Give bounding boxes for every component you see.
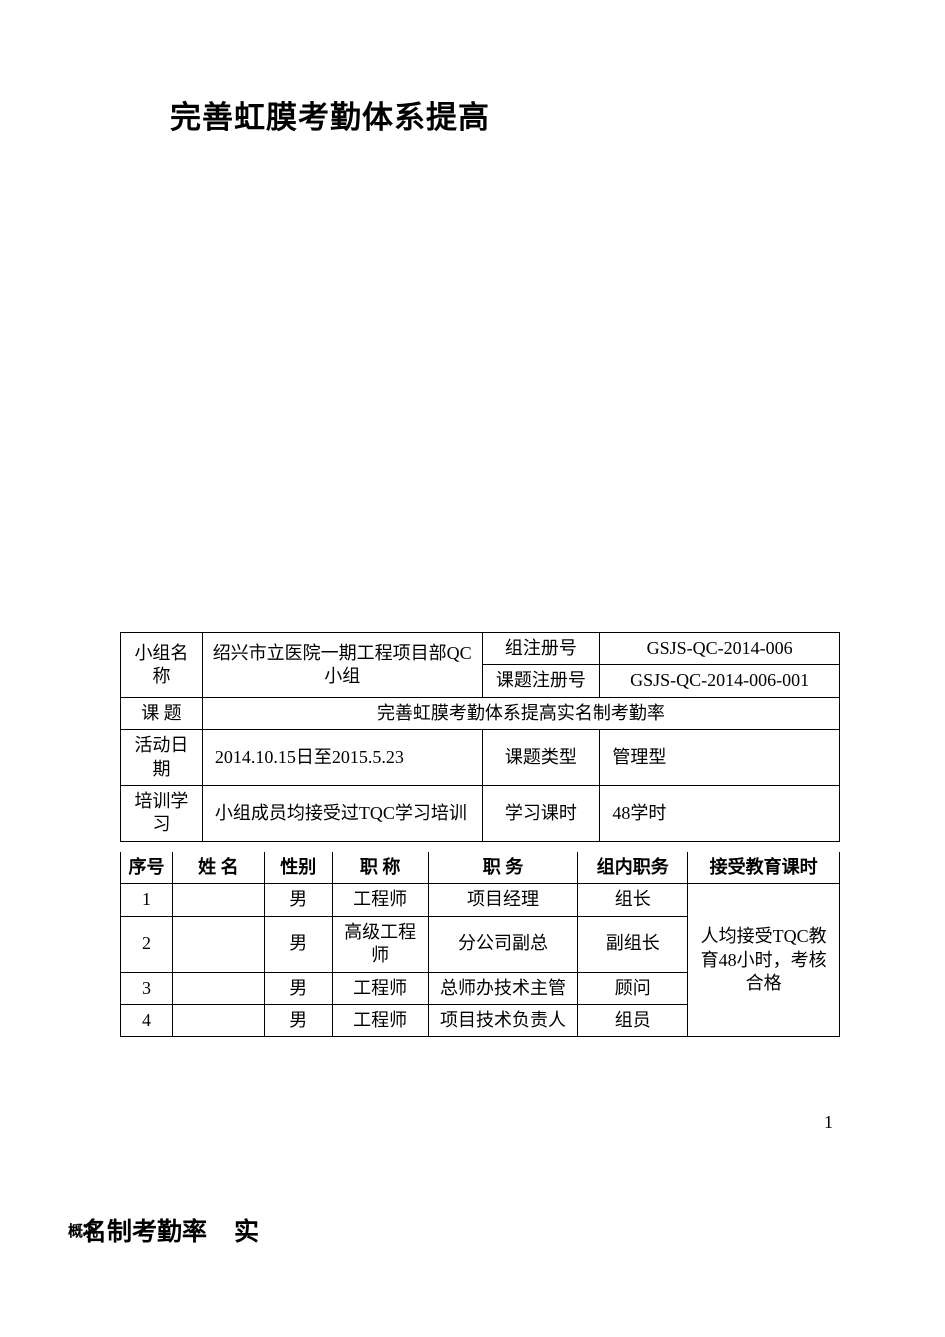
cell-name [172, 972, 264, 1004]
cell-role: 顾问 [578, 972, 688, 1004]
cell-title: 工程师 [332, 972, 428, 1004]
header-seq: 序号 [121, 852, 173, 884]
page-title: 完善虹膜考勤体系提高 [170, 92, 490, 137]
activity-date-value: 2014.10.15日至2015.5.23 [202, 730, 482, 786]
cell-role: 组员 [578, 1004, 688, 1036]
cell-role: 副组长 [578, 916, 688, 972]
footer-big-text: 名制考勤率 [82, 1212, 207, 1248]
cell-role: 组长 [578, 884, 688, 916]
project-info-table: 小组名称 绍兴市立医院一期工程项目部QC小组 组注册号 GSJS-QC-2014… [120, 632, 840, 842]
cell-seq: 2 [121, 916, 173, 972]
footer-overlap-text: 概况 名制考勤率 [68, 1212, 388, 1244]
member-row: 1 男 工程师 项目经理 组长 人均接受TQC教育48小时，考核合格 [121, 884, 840, 916]
topic-reg-value: GSJS-QC-2014-006-001 [600, 665, 840, 697]
cell-title: 工程师 [332, 884, 428, 916]
cell-seq: 3 [121, 972, 173, 1004]
cell-duty: 分公司副总 [428, 916, 578, 972]
cell-gender: 男 [264, 1004, 332, 1036]
header-duty: 职 务 [428, 852, 578, 884]
cell-seq: 1 [121, 884, 173, 916]
group-name-value: 绍兴市立医院一期工程项目部QC小组 [202, 633, 482, 698]
study-hours-label: 学习课时 [482, 785, 600, 841]
header-title: 职 称 [332, 852, 428, 884]
cell-seq: 4 [121, 1004, 173, 1036]
header-role: 组内职务 [578, 852, 688, 884]
activity-date-label: 活动日期 [121, 730, 203, 786]
topic-value: 完善虹膜考勤体系提高实名制考勤率 [202, 697, 839, 729]
members-header-row: 序号 姓 名 性别 职 称 职 务 组内职务 接受教育课时 [121, 852, 840, 884]
cell-duty: 总师办技术主管 [428, 972, 578, 1004]
header-name: 姓 名 [172, 852, 264, 884]
topic-type-label: 课题类型 [482, 730, 600, 786]
topic-reg-label: 课题注册号 [482, 665, 600, 697]
education-note: 人均接受TQC教育48小时，考核合格 [688, 884, 840, 1037]
cell-name [172, 916, 264, 972]
study-hours-value: 48学时 [600, 785, 840, 841]
cell-gender: 男 [264, 916, 332, 972]
training-label: 培训学习 [121, 785, 203, 841]
header-education: 接受教育课时 [688, 852, 840, 884]
cell-name [172, 884, 264, 916]
page-number: 1 [824, 1112, 833, 1133]
cell-gender: 男 [264, 972, 332, 1004]
group-name-label: 小组名称 [121, 633, 203, 698]
reg-no-value: GSJS-QC-2014-006 [600, 633, 840, 665]
cell-duty: 项目技术负责人 [428, 1004, 578, 1036]
members-table: 序号 姓 名 性别 职 称 职 务 组内职务 接受教育课时 1 男 工程师 项目… [120, 852, 840, 1037]
footer-shi-char: 实 [234, 1212, 259, 1248]
topic-label: 课 题 [121, 697, 203, 729]
reg-no-label: 组注册号 [482, 633, 600, 665]
cell-duty: 项目经理 [428, 884, 578, 916]
cell-gender: 男 [264, 884, 332, 916]
cell-name [172, 1004, 264, 1036]
cell-title: 工程师 [332, 1004, 428, 1036]
training-value: 小组成员均接受过TQC学习培训 [202, 785, 482, 841]
cell-title: 高级工程师 [332, 916, 428, 972]
header-gender: 性别 [264, 852, 332, 884]
topic-type-value: 管理型 [600, 730, 840, 786]
